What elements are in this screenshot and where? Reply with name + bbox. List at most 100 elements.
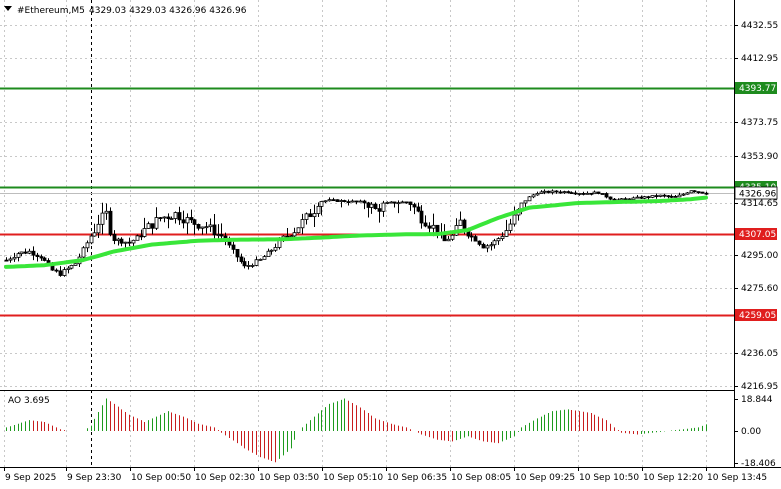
candle-body: [366, 202, 371, 208]
candle: [404, 201, 409, 204]
candle-body: [127, 241, 132, 244]
candle: [650, 195, 655, 199]
support-level-label: 4259.05: [739, 311, 776, 321]
candle-body: [146, 223, 151, 229]
candle: [127, 237, 132, 247]
candle: [408, 201, 413, 211]
candle-body: [385, 202, 390, 204]
candle-body: [539, 191, 544, 194]
price-tick-label: 4314.65: [741, 199, 778, 209]
candle-body: [123, 241, 128, 244]
moving-average-line: [4, 195, 708, 269]
candle: [23, 248, 28, 255]
candle-body: [266, 250, 271, 257]
candle-body: [181, 219, 186, 224]
candle-body: [681, 193, 686, 196]
candle: [81, 246, 86, 260]
time-tick-label: 10 Sep 12:20: [643, 473, 703, 483]
candle: [4, 257, 9, 262]
price-tick-label: 4275.60: [741, 284, 778, 294]
candle: [158, 216, 163, 222]
candle-body: [62, 269, 67, 276]
candle: [531, 193, 536, 199]
candle: [239, 253, 244, 264]
current-price-label: 4326.96: [739, 190, 776, 200]
candle-body: [677, 194, 682, 198]
candle: [423, 215, 428, 228]
candle: [481, 242, 486, 249]
candle-body: [235, 248, 240, 258]
candle-body: [239, 256, 244, 262]
candle-body: [131, 239, 136, 244]
candle-body: [339, 200, 344, 202]
candle-body: [162, 216, 167, 219]
candle: [623, 197, 628, 201]
candle-body: [404, 201, 409, 204]
candle-body: [673, 195, 678, 198]
candle-body: [369, 203, 374, 208]
candle-body: [381, 202, 386, 212]
triangle-down-icon[interactable]: [4, 6, 12, 11]
candle-body: [400, 201, 405, 204]
candle: [700, 191, 705, 194]
candle-body: [27, 250, 32, 254]
candle-body: [473, 236, 478, 242]
candle: [19, 251, 24, 257]
candle: [58, 266, 63, 277]
candle-body: [66, 267, 71, 270]
candle: [200, 226, 205, 235]
current-price-badge: [734, 186, 778, 200]
candle-body: [31, 250, 36, 256]
candle-body: [242, 261, 247, 267]
candle: [204, 222, 209, 234]
candle: [500, 232, 505, 241]
candle: [477, 240, 482, 247]
candle: [331, 197, 336, 202]
time-tick-label: 10 Sep 13:45: [707, 473, 767, 483]
time-tick-label: 10 Sep 10:50: [579, 473, 639, 483]
candle-body: [327, 199, 332, 202]
candle: [308, 209, 313, 218]
candle-body: [646, 196, 651, 199]
price-tick-label: 4412.95: [741, 54, 778, 64]
candle-body: [273, 247, 278, 251]
candle-body: [89, 235, 94, 244]
candle: [35, 252, 40, 262]
price-tick-label: 4373.75: [741, 118, 778, 128]
candle-body: [523, 200, 528, 204]
candle: [346, 199, 351, 206]
candle: [85, 240, 90, 253]
candle-body: [446, 238, 451, 242]
candle: [566, 190, 571, 194]
candle: [508, 218, 513, 234]
candle: [654, 193, 659, 199]
candle-body: [542, 190, 547, 193]
candle: [269, 249, 274, 255]
candle-body: [304, 213, 309, 220]
candle-body: [169, 218, 174, 220]
candle: [16, 252, 21, 262]
candle-body: [158, 217, 163, 219]
candle: [504, 219, 509, 238]
candle-body: [408, 201, 413, 205]
candle-body: [419, 210, 424, 224]
candle-body: [135, 235, 140, 241]
candle-body: [392, 201, 397, 204]
candle: [142, 217, 147, 238]
candle-body: [508, 223, 513, 231]
candle: [492, 238, 497, 249]
candle: [181, 210, 186, 229]
candle-body: [489, 244, 494, 247]
candle-body: [323, 200, 328, 203]
candle: [135, 234, 140, 241]
candle-body: [546, 190, 551, 193]
candle-body: [358, 200, 363, 203]
candlesticks: [4, 189, 709, 277]
candle: [8, 256, 13, 263]
candle: [469, 232, 474, 242]
candle: [689, 190, 694, 194]
candle: [592, 190, 597, 195]
candle-body: [396, 202, 401, 205]
